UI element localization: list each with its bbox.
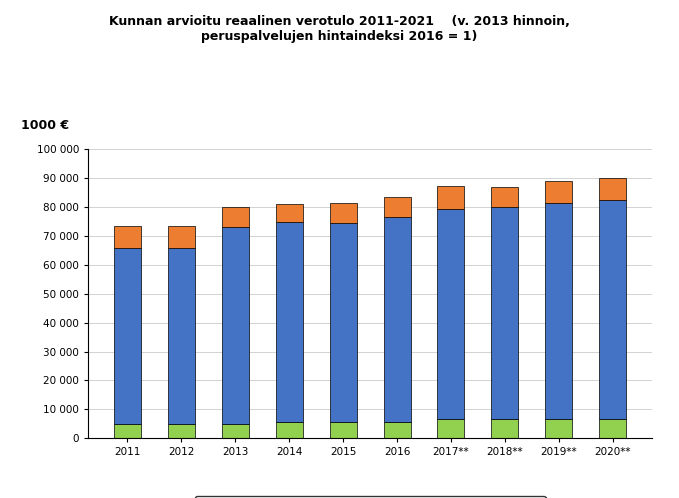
Bar [222,424,249,438]
Bar [437,419,464,438]
Bar [276,422,303,438]
Bar [168,424,195,438]
Bar [545,203,572,419]
Bar [329,422,356,438]
Bar [384,217,411,422]
Bar [437,209,464,419]
Bar [600,200,626,419]
Bar [492,187,518,207]
Bar [329,223,356,422]
Legend: Kiinteistövero, Kunnallisvero, Yhteisövero: Kiinteistövero, Kunnallisvero, Yhteisöve… [194,496,546,498]
Bar [276,204,303,222]
Bar [168,248,195,424]
Text: 1000 €: 1000 € [20,119,69,132]
Bar [600,419,626,438]
Bar [492,419,518,438]
Bar [600,178,626,200]
Bar [276,222,303,422]
Text: Kunnan arvioitu reaalinen verotulo 2011-2021    (v. 2013 hinnoin,
peruspalveluje: Kunnan arvioitu reaalinen verotulo 2011-… [109,15,570,43]
Bar [329,203,356,223]
Bar [114,248,141,424]
Bar [437,186,464,209]
Bar [168,226,195,248]
Bar [114,226,141,248]
Bar [114,424,141,438]
Bar [384,197,411,217]
Bar [222,207,249,228]
Bar [222,228,249,424]
Bar [492,207,518,419]
Bar [384,422,411,438]
Bar [545,419,572,438]
Bar [545,181,572,203]
